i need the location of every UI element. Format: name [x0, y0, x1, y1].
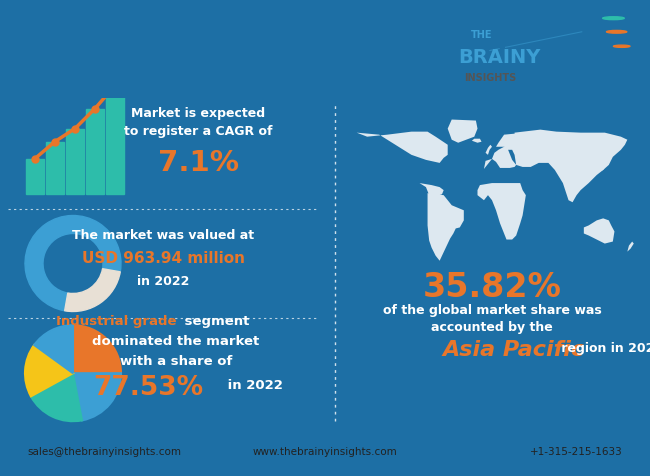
Text: BRAINY: BRAINY — [458, 48, 541, 67]
Text: THE: THE — [471, 30, 492, 40]
Text: segment: segment — [180, 315, 250, 327]
Polygon shape — [472, 139, 482, 143]
Circle shape — [563, 15, 588, 18]
Polygon shape — [627, 241, 634, 252]
Polygon shape — [584, 218, 614, 244]
Wedge shape — [64, 269, 120, 311]
Text: QUATERNARY AMINES MARKET: QUATERNARY AMINES MARKET — [33, 37, 512, 65]
Bar — [26, 159, 44, 194]
Wedge shape — [25, 345, 73, 397]
Bar — [86, 109, 104, 194]
Circle shape — [582, 42, 610, 46]
Wedge shape — [25, 216, 121, 311]
Circle shape — [614, 45, 630, 47]
Text: in 2022: in 2022 — [223, 379, 283, 392]
Text: to register a CAGR of: to register a CAGR of — [124, 125, 272, 138]
Text: 77.53%: 77.53% — [93, 375, 203, 401]
Polygon shape — [496, 134, 516, 147]
Polygon shape — [484, 135, 516, 169]
Text: of the global market share was: of the global market share was — [383, 304, 601, 317]
Text: in 2022: in 2022 — [136, 275, 189, 288]
Bar — [66, 129, 84, 194]
Circle shape — [606, 30, 627, 33]
Text: Industrial grade: Industrial grade — [55, 315, 176, 327]
Text: www.thebrainyinsights.com: www.thebrainyinsights.com — [253, 447, 397, 457]
Circle shape — [620, 24, 636, 26]
Text: INSIGHTS: INSIGHTS — [465, 73, 517, 83]
Polygon shape — [357, 132, 448, 163]
Circle shape — [555, 28, 608, 35]
Bar — [106, 86, 124, 194]
Text: Market is expected: Market is expected — [131, 107, 265, 120]
Wedge shape — [73, 325, 121, 373]
Polygon shape — [419, 183, 444, 197]
Circle shape — [595, 11, 615, 13]
Circle shape — [603, 17, 624, 20]
Wedge shape — [31, 373, 82, 421]
Text: sales@thebrainyinsights.com: sales@thebrainyinsights.com — [27, 447, 181, 457]
Text: Asia Pacific: Asia Pacific — [442, 340, 584, 360]
Text: The market was valued at: The market was valued at — [72, 229, 254, 242]
Text: +1-315-215-1633: +1-315-215-1633 — [530, 447, 623, 457]
Text: accounted by the: accounted by the — [431, 321, 553, 334]
Wedge shape — [73, 373, 121, 420]
Polygon shape — [428, 193, 464, 261]
Circle shape — [582, 18, 620, 23]
Text: dominated the market: dominated the market — [92, 335, 259, 348]
Text: 7.1%: 7.1% — [157, 149, 239, 177]
Polygon shape — [597, 161, 609, 173]
Text: 35.82%: 35.82% — [422, 271, 562, 304]
Text: region in 2022: region in 2022 — [557, 342, 650, 355]
Polygon shape — [478, 183, 526, 239]
Bar — [46, 141, 64, 194]
Polygon shape — [512, 129, 627, 202]
Polygon shape — [486, 145, 492, 155]
Circle shape — [619, 37, 633, 39]
Polygon shape — [448, 119, 478, 143]
Circle shape — [593, 57, 625, 61]
Text: USD 963.94 million: USD 963.94 million — [81, 251, 244, 266]
Circle shape — [580, 53, 600, 56]
Text: with a share of: with a share of — [120, 355, 232, 368]
Wedge shape — [34, 325, 73, 373]
